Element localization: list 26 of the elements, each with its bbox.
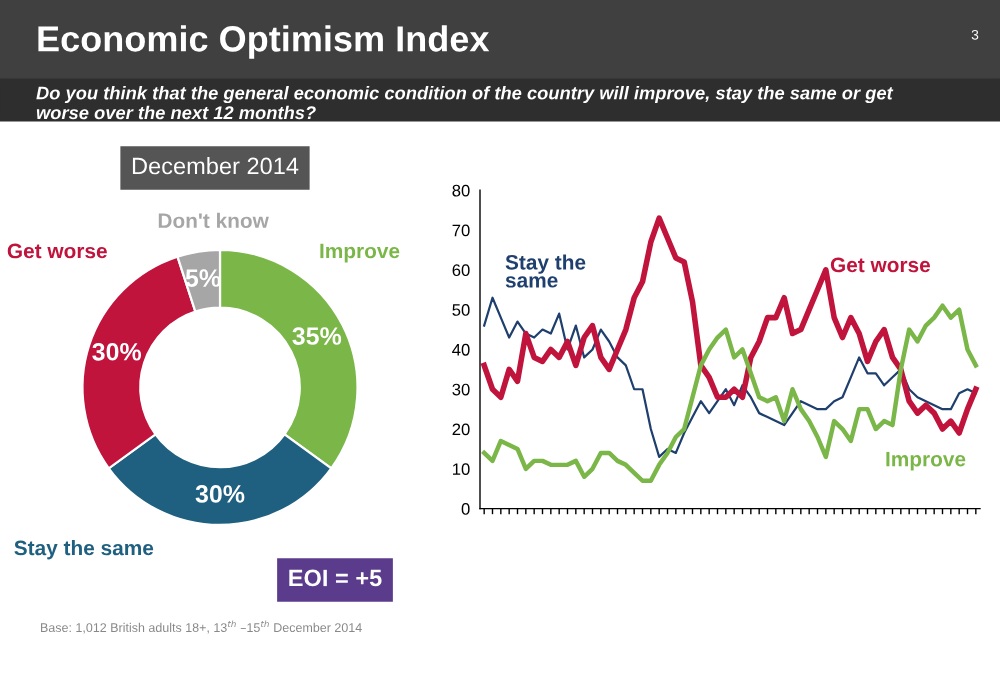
series-label: Improve <box>886 451 966 471</box>
line-series <box>481 303 979 483</box>
data-label: 30% <box>195 485 245 503</box>
text: Do you think that the general economic condition of the country will improve, stay the same or get worse over the next 12 months? <box>36 86 894 120</box>
y-tick-label: 50 <box>452 304 470 316</box>
text: December 2014 <box>132 157 299 175</box>
y-tick-label: 40 <box>452 343 470 356</box>
y-tick-label: 60 <box>452 264 470 277</box>
chart-title: Economic Optimism Index <box>38 25 490 59</box>
y-tick-label: 20 <box>452 423 470 436</box>
y-tick-label: 30 <box>452 383 470 396</box>
data-label: 35% <box>292 327 342 345</box>
line-series <box>481 215 979 436</box>
series-label: Stay the same <box>505 254 586 288</box>
text: EOI = +5 <box>289 569 382 587</box>
y-tick-label: 0 <box>461 503 470 515</box>
y-tick-label: 80 <box>452 184 470 197</box>
y-tick-label: 70 <box>452 224 470 237</box>
y-tick-label: 10 <box>453 463 470 476</box>
data-label: 30% <box>92 342 142 361</box>
slice-label: Stay the same <box>14 540 154 560</box>
slice-label: Get worse <box>7 243 107 259</box>
slice-label: Improve <box>320 243 400 263</box>
slice-label: Don't know <box>158 212 269 229</box>
series-label: Get worse <box>830 257 931 273</box>
data-label: 5% <box>185 269 221 287</box>
